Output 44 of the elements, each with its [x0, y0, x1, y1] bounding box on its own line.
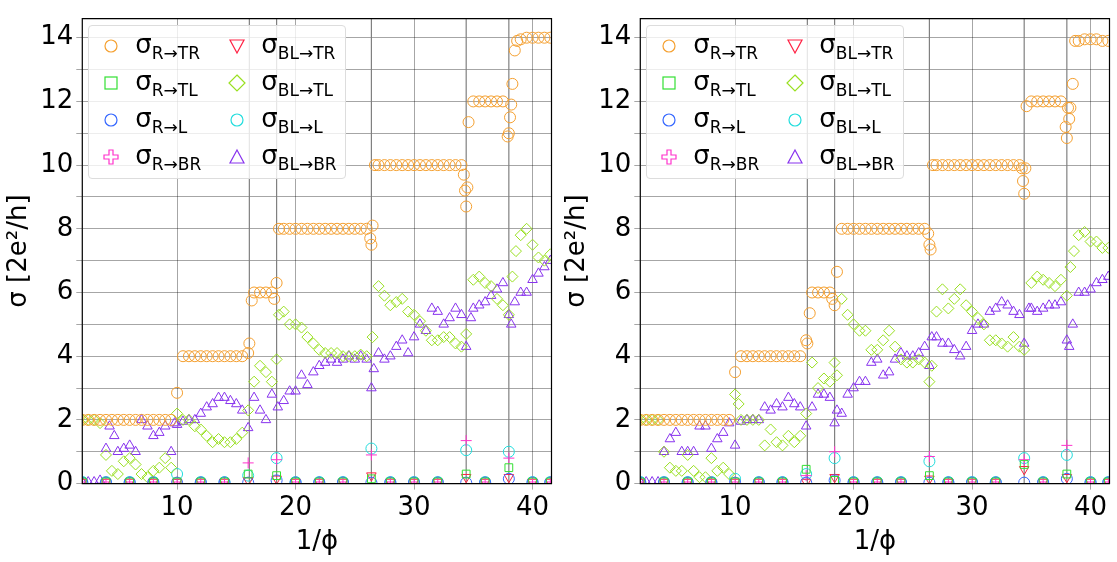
legend-label: σ$_{BL→TL}$ [261, 66, 334, 101]
x-tick-label: 30 [955, 490, 989, 521]
x-axis-title: 1/ϕ [853, 525, 897, 556]
legend-label: σ$_{R→BR}$ [693, 140, 760, 175]
x-tick-label: 10 [160, 490, 194, 521]
y-tick-label: 4 [614, 338, 632, 369]
y-tick-label: 12 [40, 84, 74, 115]
legend-label: σ$_{BL→L}$ [261, 103, 323, 138]
y-tick-label: 10 [40, 147, 74, 178]
y-tick-label: 6 [56, 275, 74, 306]
legend-label: σ$_{BL→BR}$ [819, 140, 895, 175]
x-tick-label: 20 [837, 490, 871, 521]
y-tick-label: 2 [56, 402, 74, 433]
y-tick-label: 0 [614, 466, 632, 497]
x-tick-label: 40 [515, 490, 550, 521]
legend-label: σ$_{R→L}$ [693, 103, 746, 138]
legend-label: σ$_{R→TR}$ [135, 29, 201, 64]
x-axis-title: 1/ϕ [295, 525, 339, 556]
legend-label: σ$_{R→L}$ [135, 103, 188, 138]
y-axis-title: σ [2e²/h] [560, 194, 591, 308]
y-tick-label: 0 [56, 466, 74, 497]
y-tick-label: 14 [598, 20, 632, 51]
legend-label: σ$_{BL→BR}$ [261, 140, 337, 175]
y-tick-label: 4 [56, 338, 74, 369]
legend-label: σ$_{R→TL}$ [135, 66, 198, 101]
x-tick-label: 40 [1073, 490, 1108, 521]
legend-label: σ$_{R→BR}$ [135, 140, 202, 175]
y-axis-title: σ [2e²/h] [2, 194, 33, 308]
legend-label: σ$_{BL→TR}$ [819, 29, 894, 64]
y-tick-label: 6 [614, 275, 632, 306]
x-tick-label: 10 [718, 490, 752, 521]
y-tick-label: 8 [56, 211, 74, 242]
legend-label: σ$_{R→TL}$ [693, 66, 756, 101]
legend-label: σ$_{BL→TR}$ [261, 29, 336, 64]
y-tick-label: 8 [614, 211, 632, 242]
y-tick-label: 10 [598, 147, 632, 178]
y-tick-label: 12 [598, 84, 632, 115]
x-tick-label: 20 [279, 490, 313, 521]
y-tick-label: 14 [40, 20, 74, 51]
legend-label: σ$_{R→TR}$ [693, 29, 759, 64]
legend-label: σ$_{BL→L}$ [819, 103, 881, 138]
y-tick-label: 2 [614, 402, 632, 433]
legend-label: σ$_{BL→TL}$ [819, 66, 892, 101]
x-tick-label: 30 [397, 490, 431, 521]
